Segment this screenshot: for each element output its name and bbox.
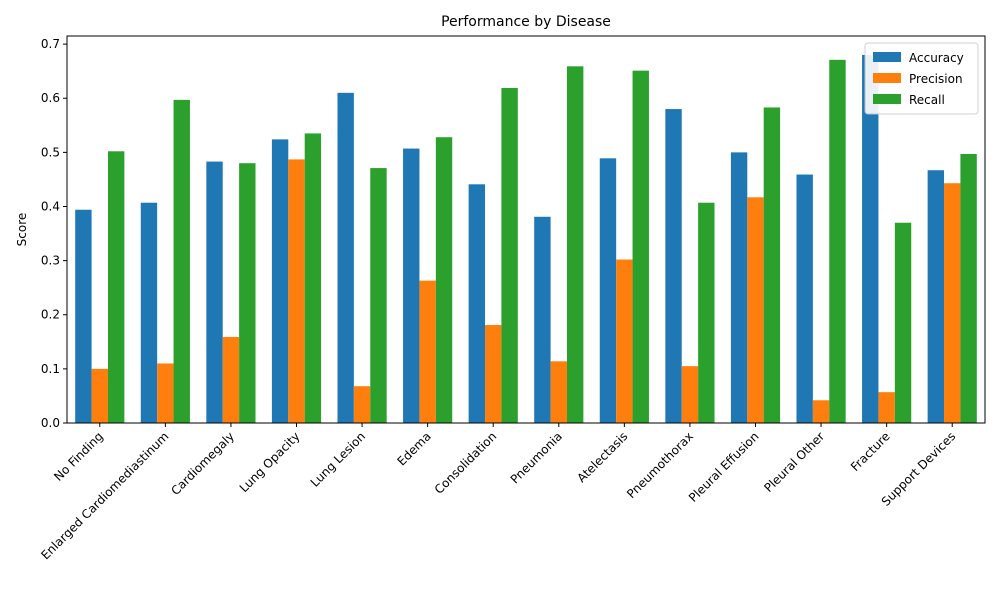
bar-accuracy-1 (140, 202, 158, 423)
y-tick-label: 0.4 (41, 199, 60, 213)
bar-precision-7 (550, 361, 567, 423)
bar-recall-4 (370, 168, 387, 423)
bar-accuracy-11 (796, 174, 813, 423)
bar-precision-2 (222, 336, 240, 423)
bar-precision-13 (944, 183, 961, 423)
bar-accuracy-6 (468, 184, 486, 423)
bar-precision-4 (353, 386, 371, 423)
bar-recall-1 (173, 99, 190, 424)
bar-accuracy-13 (927, 170, 945, 423)
bar-precision-11 (812, 400, 830, 423)
bar-accuracy-10 (730, 152, 748, 423)
bar-precision-12 (878, 392, 895, 423)
axes-frame (66, 35, 986, 424)
bar-accuracy-7 (534, 216, 551, 423)
y-tick-label: 0.6 (41, 91, 60, 105)
bar-precision-5 (419, 280, 436, 423)
y-tick-label: 0.5 (41, 145, 60, 159)
chart-title: Performance by Disease (441, 14, 611, 30)
bar-recall-3 (304, 133, 322, 423)
bar-accuracy-5 (403, 148, 420, 423)
bar-recall-8 (632, 70, 649, 423)
y-axis-label: Score (15, 213, 29, 247)
bar-accuracy-8 (599, 158, 617, 423)
bar-accuracy-4 (337, 92, 354, 423)
legend-swatch-recall (873, 94, 901, 104)
legend-label-accuracy: Accuracy (909, 51, 964, 65)
bar-precision-3 (288, 159, 305, 423)
y-tick-label: 0.3 (41, 254, 60, 268)
bar-accuracy-2 (206, 161, 223, 423)
y-tick-label: 0.7 (41, 37, 60, 51)
bar-recall-11 (829, 59, 846, 423)
bar-recall-0 (107, 151, 125, 424)
bar-accuracy-3 (271, 139, 289, 423)
bar-accuracy-0 (75, 209, 92, 423)
bar-recall-12 (894, 222, 912, 423)
bar-recall-9 (698, 202, 715, 423)
y-tick-label: 0.2 (41, 308, 60, 322)
bar-precision-8 (616, 259, 633, 423)
legend-swatch-precision (873, 73, 901, 83)
legend-swatch-accuracy (873, 52, 901, 62)
bar-accuracy-9 (665, 109, 682, 423)
bar-recall-7 (566, 66, 584, 423)
bar-precision-6 (485, 325, 502, 423)
bar-precision-10 (747, 197, 764, 423)
bar-recall-2 (239, 163, 256, 423)
bar-accuracy-12 (862, 54, 879, 423)
bar-recall-5 (435, 137, 453, 423)
y-tick-label: 0.0 (41, 416, 60, 430)
bar-precision-0 (91, 368, 108, 423)
bar-recall-10 (763, 107, 781, 423)
bar-precision-9 (681, 366, 699, 423)
legend-label-precision: Precision (909, 72, 963, 86)
bar-precision-1 (157, 363, 174, 423)
legend: Accuracy Precision Recall (864, 42, 979, 115)
y-tick-label: 0.1 (41, 362, 60, 376)
bar-recall-13 (960, 153, 977, 424)
bar-recall-6 (501, 87, 518, 424)
legend-label-recall: Recall (909, 93, 945, 107)
